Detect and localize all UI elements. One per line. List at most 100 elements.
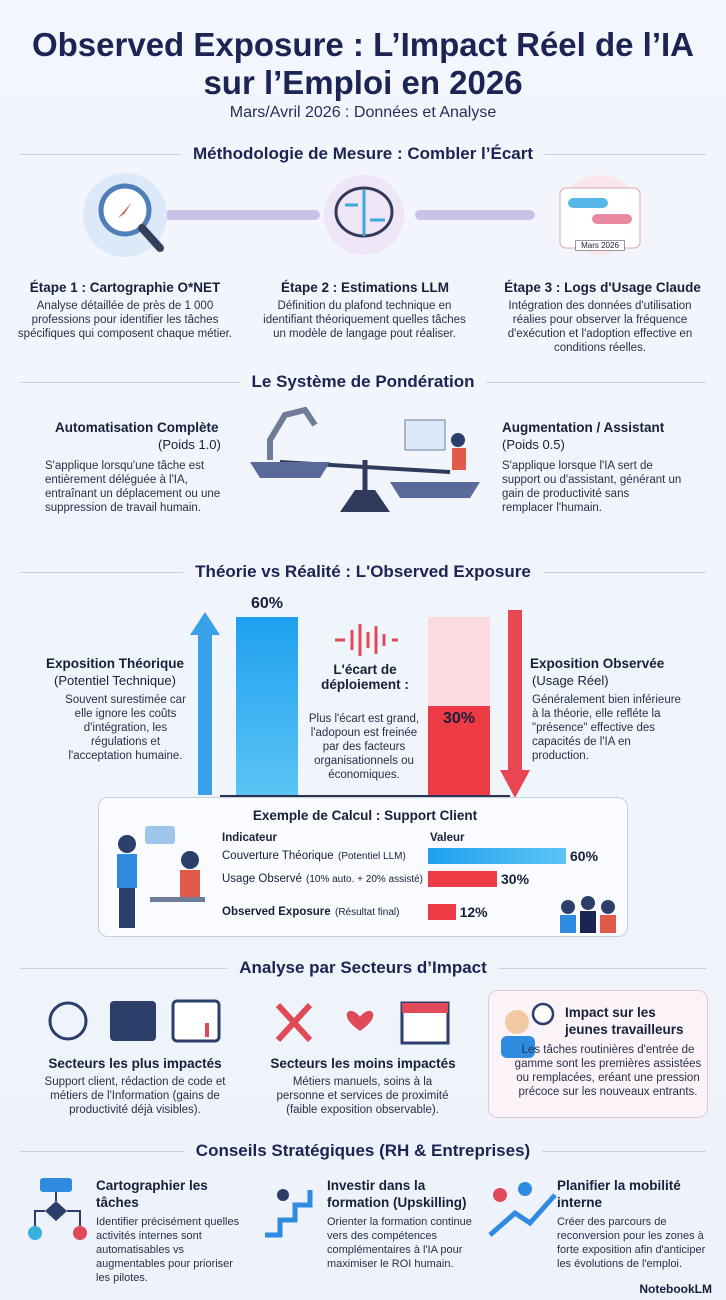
waveform [335,624,398,656]
row-note: (Potentiel LLM) [338,851,406,862]
support-illustration [117,826,205,928]
sector-text: Métiers manuels, soins à la personne et … [276,1076,449,1116]
heading-text: Analyse par Secteurs d’Impact [239,958,487,977]
row-note: (Résultat final) [335,907,400,918]
circuit [345,190,385,236]
advice-text: Orienter la formation continue vers des … [327,1216,472,1270]
screen [404,419,446,451]
row-note: (10% auto. + 20% assisté) [306,874,424,885]
sector-text: Support client, rédaction de code et mét… [44,1076,226,1116]
advice-title: Cartographier les tâches [96,1178,208,1210]
person [518,1182,532,1196]
step-text: Intégration des données d'utilisation ré… [507,300,693,354]
title: Observed Exposure : L’Impact Réel de l’I… [31,26,695,101]
pan [390,482,480,498]
baseline [220,795,510,797]
sector-icons [48,999,450,1045]
person [277,1189,289,1201]
example-bar [428,871,497,887]
person [600,915,616,933]
awning [402,1003,448,1013]
advice-title: Planifier la mobilité interne [557,1178,681,1210]
observed-title: Exposition Observée [530,656,665,671]
tools [275,1002,313,1043]
heart [346,1010,374,1031]
report [171,999,221,1043]
row-value: 12% [459,904,488,920]
weight-value: (Poids 0.5) [502,437,565,452]
example-bar [428,904,456,920]
person [118,835,136,853]
bar-label: 30% [442,710,476,727]
theory-bar [236,617,298,795]
section-heading: Méthodologie de Mesure : Combler l’Écart [20,144,706,164]
team-illustration [560,896,616,933]
subtitle: Mars/Avril 2026 : Données et Analyse [229,104,497,121]
bubble [145,826,175,844]
bubble [568,198,608,208]
node [40,1178,72,1192]
clock [531,1002,555,1026]
robot-arm [267,406,318,460]
person [580,911,596,933]
advice-text: Créer des parcours de reconversion pour … [557,1216,706,1270]
step-title: Étape 2 : Estimations LLM [280,280,450,295]
badge: Mars 2026 [575,240,625,251]
brand: NotebookLM [639,1282,712,1296]
person [581,896,595,910]
arrow [190,612,220,795]
stairs [265,1190,313,1238]
scale-illustration [250,406,480,512]
observed-text: Généralement bien inférieure à la théori… [532,694,681,762]
row-label: Observed Exposure [222,906,331,918]
handle [138,224,164,252]
growth-arrow [488,1193,557,1237]
youth-text: Les tâches routinières d'entrée de gamme… [514,1044,702,1098]
up-arrow [190,612,220,795]
theory-subtitle: (Potentiel Technique) [54,673,176,688]
node [28,1226,42,1240]
pan [250,462,330,478]
bubble [592,214,632,224]
weight-title: Augmentation / Assistant [502,420,665,435]
youth-title: Impact sur les jeunes travailleurs [565,1005,684,1037]
person [117,854,137,888]
arrow [500,610,530,798]
wave [335,624,398,656]
person [180,870,200,900]
sector-title: Secteurs les moins impactés [270,1056,456,1071]
observed-subtitle: (Usage Réel) [532,673,609,688]
code-screen [110,1001,156,1041]
section-heading: Analyse par Secteurs d’Impact [20,958,706,978]
headset [48,1001,88,1041]
row-label: Usage Observé [222,873,302,885]
heading-text: Méthodologie de Mesure : Combler l’Écart [192,144,534,163]
sector-title: Secteurs les plus impactés [48,1056,222,1071]
section-heading: Le Système de Pondération [20,372,706,392]
person [119,888,135,928]
weight-text: S'applique lorsque l'IA sert de support … [502,460,682,514]
person [493,1188,507,1202]
person [452,448,466,470]
advice-icons [28,1178,557,1240]
face [505,1010,529,1034]
theory-title: Exposition Théorique [45,656,184,671]
method-icons [83,173,641,257]
step-title: Étape 1 : Cartographie O*NET [29,280,221,295]
node [45,1201,67,1221]
step-title: Étape 3 : Logs d'Usage Claude [504,280,701,295]
section-heading: Conseils Stratégiques (RH & Entreprises) [20,1141,706,1161]
person [181,851,199,869]
person [560,915,576,933]
heading-text: Théorie vs Réalité : L'Observed Exposure [195,562,531,581]
row-value: 60% [570,848,599,864]
example-bar [428,848,566,864]
example-title: Exemple de Calcul : Support Client [252,808,478,823]
section-heading: Théorie vs Réalité : L'Observed Exposure [20,562,706,582]
column-header: Indicateur [222,832,277,844]
connector [34,1192,81,1226]
body [501,1036,535,1058]
desk [150,897,205,902]
report-bar [205,1023,209,1037]
row-value: 30% [501,871,530,887]
